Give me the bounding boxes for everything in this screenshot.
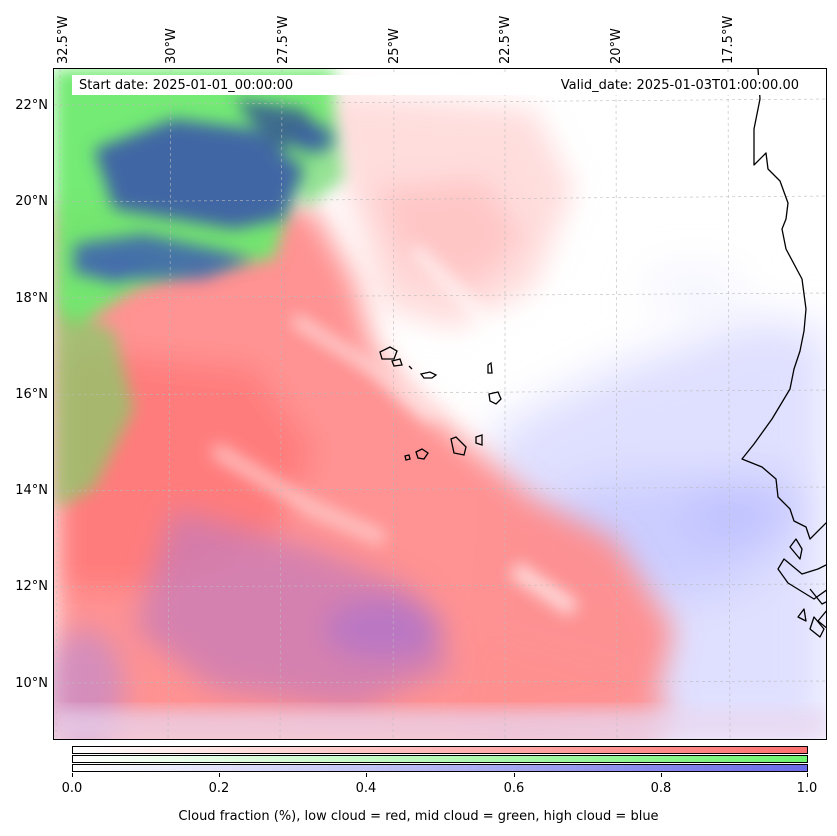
lon-label-22-5w: 22.5°W [498, 15, 513, 64]
colorbar-tick [514, 773, 515, 777]
colorbar-tick-label-3: 0.6 [503, 781, 525, 796]
colorbar-tick [219, 773, 220, 777]
lat-label-14n: 14°N [15, 483, 48, 498]
colorbar-mid-cloud [72, 755, 808, 763]
lon-label-30w: 30°W [164, 28, 179, 64]
lat-label-16n: 16°N [15, 387, 48, 402]
lon-label-27-5w: 27.5°W [276, 15, 291, 64]
colorbar-low-cloud [72, 746, 808, 754]
colorbar-tick-label-2: 0.4 [355, 781, 377, 796]
coastline [741, 69, 826, 638]
colorbar-tick [72, 773, 73, 777]
colorbar-tick-label-1: 0.2 [208, 781, 230, 796]
header-box: Start date: 2025-01-01_00:00:00 Valid_da… [72, 75, 826, 95]
colorbar-tick [807, 773, 808, 777]
lat-label-18n: 18°N [15, 291, 48, 306]
lat-label-10n: 10°N [15, 676, 48, 691]
lat-label-20n: 20°N [15, 194, 48, 209]
valid-date-label: Valid_date: 2025-01-03T01:00:00.00 [560, 78, 799, 93]
start-date-label: Start date: 2025-01-01_00:00:00 [79, 78, 294, 93]
lon-label-32-5w: 32.5°W [56, 15, 71, 64]
map-canvas [54, 69, 826, 739]
colorbar-tick [366, 773, 367, 777]
lon-label-25w: 25°W [387, 28, 402, 64]
colorbar-tick-label-0: 0.0 [61, 781, 83, 796]
lon-label-20w: 20°W [609, 28, 624, 64]
colorbar-tick-label-5: 1.0 [796, 781, 818, 796]
colorbar-caption: Cloud fraction (%), low cloud = red, mid… [178, 809, 659, 824]
lat-label-22n: 22°N [15, 98, 48, 113]
cloud-fraction-map[interactable] [53, 68, 827, 740]
graticule [54, 69, 826, 739]
colorbar-high-cloud [72, 764, 808, 772]
colorbar-tick-label-4: 0.8 [650, 781, 672, 796]
cape-verde-islands [379, 346, 502, 461]
lon-label-17-5w: 17.5°W [721, 15, 736, 64]
clear-streaks [210, 244, 579, 616]
colorbar-tick [661, 773, 662, 777]
lat-label-12n: 12°N [15, 579, 48, 594]
